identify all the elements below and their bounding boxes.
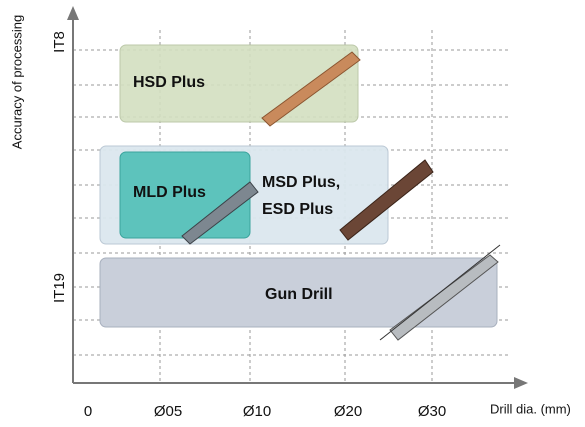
region-label: HSD Plus [133,74,205,91]
y-axis-label: Accuracy of processing [9,15,24,149]
x-axis-label: Drill dia. (mm) [490,401,571,416]
gun-drill-box [99,257,498,328]
region-label: MLD Plus [133,184,206,201]
x-tick-label: Ø10 [243,403,271,420]
y-tick-label: IT8 [51,31,68,53]
x-tick-label: Ø05 [154,403,182,420]
region-label: ESD Plus [262,201,333,218]
region-label: MSD Plus, [262,174,340,191]
y-tick-label: IT19 [51,273,68,303]
axes [67,6,528,389]
x-tick-label: Ø30 [418,403,446,420]
region-label: Gun Drill [265,286,333,303]
x-tick-label: Ø20 [334,403,362,420]
drill-images [181,51,501,341]
x-tick-label: 0 [84,403,92,420]
